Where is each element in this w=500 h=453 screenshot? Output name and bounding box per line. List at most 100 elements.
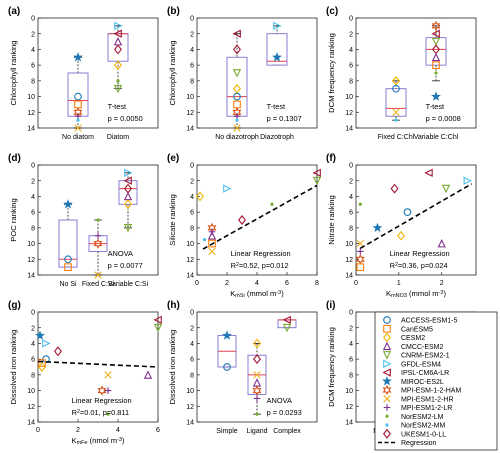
data-point [431, 20, 441, 32]
y-tick-label: 4 [190, 194, 194, 201]
panel-c: (c) 0 2 4 6 8 10 12 14 DCM frequency ranking Fixed… [326, 6, 477, 141]
y-tick-label: 2 [349, 31, 353, 38]
y-tick-label: 4 [349, 47, 353, 54]
box-0 [217, 335, 237, 368]
panel-label: (h) [167, 300, 180, 311]
stats-test-name: Linear Regression [390, 249, 450, 258]
x-axis-label: KmNO3 (mmol m-3) [386, 289, 446, 299]
data-point [272, 52, 282, 62]
data-point [94, 271, 102, 279]
x-tick-label: 4 [255, 280, 259, 287]
data-point [97, 385, 107, 396]
data-point [96, 218, 100, 222]
data-point [42, 339, 51, 348]
x-category-label: Diatom [107, 134, 129, 141]
data-point [252, 354, 262, 365]
data-point [195, 191, 205, 202]
legend-marker [382, 368, 391, 377]
panel-label: (e) [167, 153, 179, 164]
panel-a: (a) 0 2 4 6 8 10 12 14 Chlorophyll ranking No diat… [8, 6, 159, 141]
y-tick-label: 0 [190, 163, 194, 170]
data-point [252, 378, 262, 387]
y-tick-label: 0 [31, 16, 35, 23]
legend-marker [382, 384, 392, 396]
legend-marker [385, 423, 389, 427]
data-point [222, 330, 232, 340]
y-tick-label: 4 [190, 341, 194, 348]
y-tick-label: 14 [27, 126, 35, 133]
x-tick-label: 0 [195, 280, 199, 287]
panel-g: (g) 0 2 4 6 8 10 12 14 Dissolved iron ranking 0 2 4 6… [8, 300, 163, 446]
data-point [93, 238, 103, 249]
data-point [106, 412, 110, 416]
y-tick-label: 6 [190, 63, 194, 70]
y-axis-label: Chlorophyll ranking [9, 40, 18, 105]
box-0 [385, 80, 407, 121]
y-axis-label: DCM frequency ranking [327, 327, 336, 407]
data-point [355, 254, 365, 265]
axes-frame [37, 311, 159, 423]
axes-frame [196, 164, 318, 276]
data-point [232, 83, 242, 94]
legend-marker [383, 324, 391, 333]
data-point [424, 168, 433, 178]
y-tick-label: 10 [345, 241, 353, 248]
y-tick-label: 2 [31, 325, 35, 332]
data-point [76, 118, 80, 122]
axes-frame [355, 164, 477, 276]
y-tick-label: 14 [186, 420, 194, 427]
y-tick-label: 4 [31, 341, 35, 348]
data-point [153, 315, 162, 325]
y-tick-label: 14 [345, 273, 353, 280]
data-point [282, 315, 291, 325]
data-point [113, 60, 123, 70]
y-tick-label: 14 [186, 273, 194, 280]
y-tick-label: 4 [349, 194, 353, 201]
data-point [233, 112, 241, 120]
y-tick-label: 14 [27, 273, 35, 280]
stats-value: p = 0.0050 [108, 114, 143, 123]
data-point [356, 248, 364, 255]
data-point [153, 323, 163, 333]
panel-label: (i) [326, 300, 335, 311]
y-tick-label: 8 [31, 78, 35, 85]
box-iqr [118, 180, 138, 205]
x-tick-label: 2 [76, 427, 80, 434]
y-tick-label: 2 [349, 325, 353, 332]
stats-value: R2=0.36, p=0.024 [390, 261, 448, 270]
legend-label: ACCESS-ESM1-5 [401, 318, 458, 325]
regression-line [359, 183, 473, 249]
data-point [441, 184, 451, 194]
box-iqr [58, 219, 78, 268]
y-tick-label: 12 [27, 404, 35, 411]
y-tick-label: 0 [349, 16, 353, 23]
box-iqr [67, 72, 89, 117]
data-point [232, 29, 241, 38]
data-point [35, 330, 45, 340]
box-2 [277, 319, 297, 329]
data-point [73, 52, 83, 62]
data-point [270, 202, 274, 206]
y-tick-label: 0 [190, 310, 194, 317]
x-tick-label: 6 [285, 280, 289, 287]
y-tick-label: 0 [31, 163, 35, 170]
y-tick-label: 8 [190, 372, 194, 379]
data-point [123, 176, 132, 185]
y-axis-label: DCM frequency ranking [327, 33, 336, 113]
stats-value: p = 0.0008 [426, 114, 461, 123]
x-category-label: Variable C:Chl [414, 134, 459, 141]
x-category-label: No diatom [62, 134, 94, 141]
data-point [113, 44, 123, 55]
y-tick-label: 0 [349, 310, 353, 317]
panel-b: (b) 0 2 4 6 8 10 12 14 Chlorophyll ranking No diaz… [167, 6, 318, 141]
data-point [223, 363, 231, 371]
data-point [253, 395, 261, 402]
x-category-label: No diazotroph [215, 134, 259, 141]
panel-e: (e) 0 2 4 6 8 10 12 14 Silicate ranking 0 2 4 6 8 KmSi … [167, 153, 322, 299]
legend-frame [374, 311, 498, 451]
data-point [431, 29, 440, 38]
y-tick-label: 10 [27, 94, 35, 101]
data-point [63, 199, 73, 209]
data-point [53, 346, 63, 357]
